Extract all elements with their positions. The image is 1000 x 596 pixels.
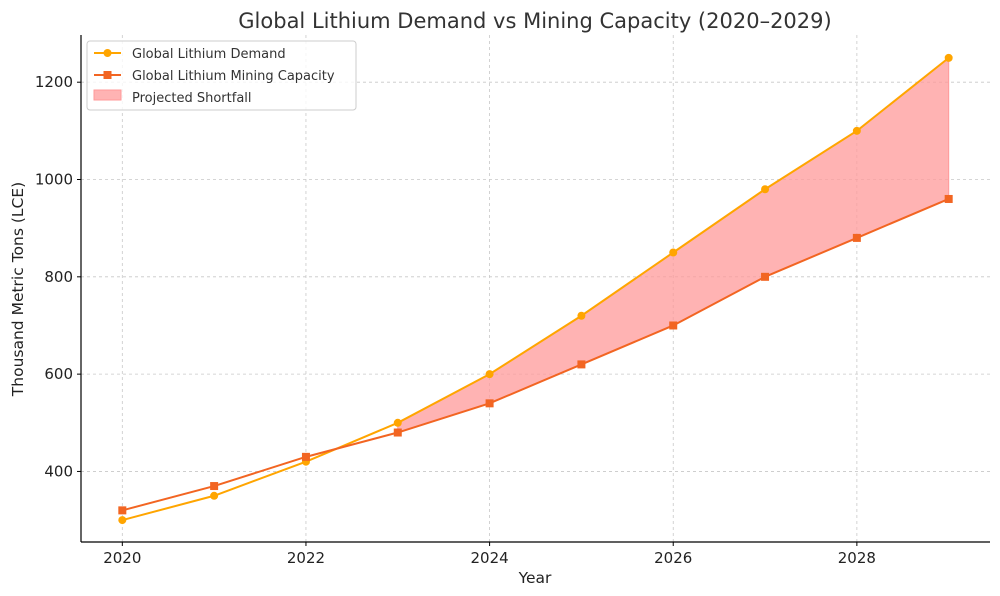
data-point — [852, 126, 861, 135]
chart-title: Global Lithium Demand vs Mining Capacity… — [238, 9, 831, 33]
data-point — [944, 53, 953, 62]
data-point — [485, 399, 494, 408]
legend-shortfall-label: Projected Shortfall — [132, 91, 252, 106]
x-tick-label: 2026 — [654, 549, 692, 567]
series-layer — [118, 53, 953, 525]
data-point — [577, 360, 586, 369]
axes — [80, 35, 990, 543]
y-axis-label: Thousand Metric Tons (LCE) — [9, 182, 27, 397]
legend-demand-label: Global Lithium Demand — [132, 47, 286, 62]
data-point — [852, 233, 861, 242]
series-capacity — [118, 194, 953, 515]
y-tick-label: 800 — [44, 268, 73, 286]
legend-shortfall-swatch — [93, 89, 122, 101]
legend-capacity-marker — [103, 71, 112, 79]
grid — [81, 35, 990, 542]
y-tick-label: 1200 — [35, 73, 73, 91]
data-point — [393, 418, 402, 427]
ticks: 2020 2022 2024 2026 2028 400 600 800 1000 1200 — [35, 73, 876, 567]
x-tick-label: 2022 — [287, 549, 325, 567]
x-axis-label: Year — [518, 569, 552, 587]
data-point — [118, 516, 127, 525]
data-point — [669, 321, 678, 330]
series-line — [122, 57, 950, 522]
legend-capacity-label: Global Lithium Mining Capacity — [132, 69, 335, 84]
series-line — [122, 198, 950, 512]
data-point — [577, 311, 586, 320]
legend-demand-marker — [103, 49, 112, 57]
data-point — [485, 370, 494, 379]
x-tick-label: 2020 — [103, 549, 141, 567]
data-point — [118, 506, 127, 515]
data-point — [210, 491, 219, 500]
legend-frame — [86, 40, 357, 111]
data-point — [210, 482, 219, 491]
data-point — [761, 272, 770, 281]
data-point — [393, 428, 402, 437]
y-tick-label: 1000 — [35, 171, 73, 189]
y-tick-label: 400 — [44, 462, 73, 480]
data-point — [944, 194, 953, 203]
x-tick-label: 2028 — [838, 549, 876, 567]
data-point — [669, 248, 678, 257]
series-demand — [118, 53, 953, 525]
data-point — [761, 185, 770, 194]
data-point — [301, 452, 310, 461]
legend: Global Lithium Demand Global Lithium Min… — [86, 40, 357, 111]
x-tick-label: 2024 — [470, 549, 508, 567]
y-tick-label: 600 — [44, 365, 73, 383]
